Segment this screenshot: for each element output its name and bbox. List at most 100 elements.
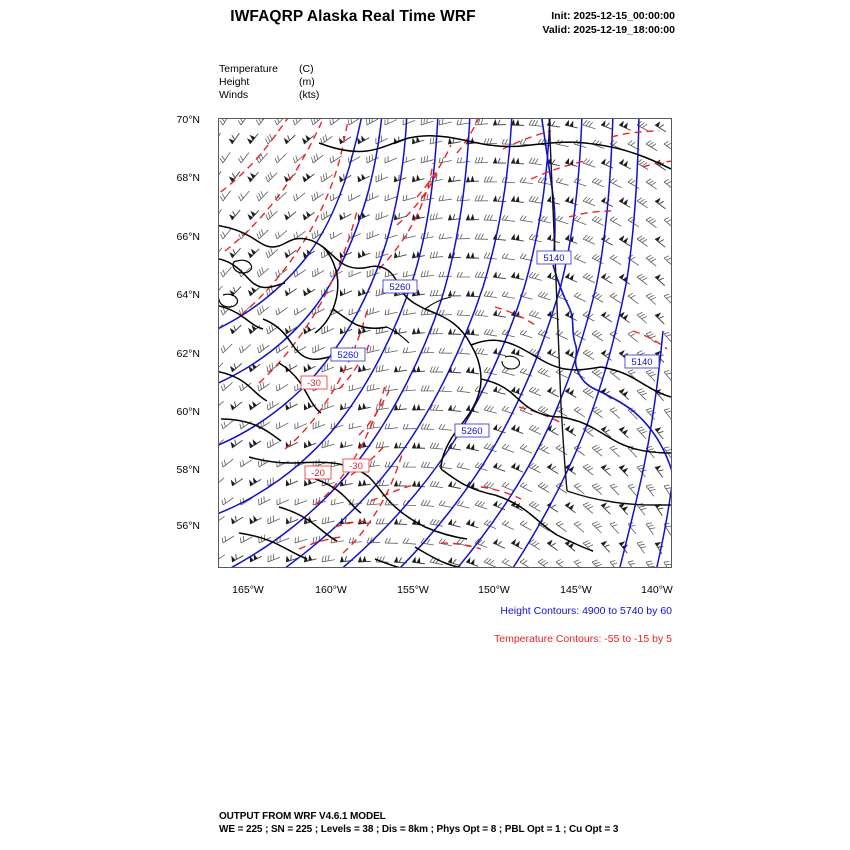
wind-barb xyxy=(273,302,288,316)
wind-barb xyxy=(420,461,435,469)
wind-barb xyxy=(492,156,507,164)
wind-barb xyxy=(627,291,642,305)
wind-barb xyxy=(501,214,516,222)
wind-barb xyxy=(219,473,225,487)
wind-barb xyxy=(318,169,334,183)
wind-barb xyxy=(254,225,269,240)
wind-barb xyxy=(272,119,287,126)
model-footer: OUTPUT FROM WRF V4.6.1 MODEL WE = 225 ; … xyxy=(219,810,618,836)
wind-barb xyxy=(519,214,535,223)
wind-barb xyxy=(546,537,562,552)
wind-barb xyxy=(663,292,671,306)
wind-barb xyxy=(446,173,462,183)
wind-barb xyxy=(609,482,624,496)
wind-barb xyxy=(409,172,426,183)
variable-units: (kts) xyxy=(299,89,320,101)
wind-barb xyxy=(492,270,508,280)
wind-barb xyxy=(519,443,535,454)
wind-barb xyxy=(419,153,434,164)
wind-barb xyxy=(510,537,526,550)
wind-barb xyxy=(419,269,435,278)
forecast-timestamps: Init: 2025-12-15_00:00:00 Valid: 2025-12… xyxy=(500,10,675,37)
wind-barb xyxy=(393,479,408,487)
wind-barb xyxy=(411,403,426,411)
wind-barb xyxy=(418,119,434,126)
wind-barb xyxy=(465,441,481,452)
height-label: 5140 xyxy=(543,253,564,264)
wind-barb xyxy=(255,340,270,354)
wind-barb xyxy=(455,119,471,126)
wind-barb xyxy=(254,263,270,278)
wind-barb xyxy=(256,493,271,506)
wind-barb xyxy=(546,385,562,398)
wind-barb xyxy=(438,347,453,354)
wind-barb xyxy=(219,205,222,221)
wind-barb xyxy=(318,131,333,145)
wind-barb xyxy=(327,119,342,126)
wind-barb xyxy=(456,309,471,316)
wind-barb xyxy=(227,396,243,411)
wind-barb xyxy=(383,306,399,316)
wind-barb xyxy=(636,539,650,554)
wind-barb xyxy=(420,499,435,507)
wind-barb xyxy=(447,250,462,259)
contour-legend: Height Contours: 4900 to 5740 by 60 Temp… xyxy=(300,605,672,645)
wind-barb xyxy=(582,347,598,361)
wind-barb xyxy=(609,215,625,227)
wind-barb xyxy=(219,531,235,544)
wind-barb xyxy=(582,233,598,245)
wind-barb xyxy=(618,424,634,439)
wind-barb xyxy=(402,461,417,468)
wind-barb xyxy=(636,501,650,516)
wind-barb xyxy=(438,423,453,431)
height-contour-lines xyxy=(219,119,671,567)
wind-barb xyxy=(354,170,371,183)
wind-barb xyxy=(591,176,607,188)
wind-barb xyxy=(301,513,317,525)
wind-barb xyxy=(219,282,223,297)
latitude-label: 70°N xyxy=(176,114,200,126)
wind-barb xyxy=(492,537,508,549)
wind-barb xyxy=(654,272,670,287)
wind-barb xyxy=(483,137,498,145)
forecast-map: 5140 5140 5260 5260 xyxy=(218,118,672,568)
map-canvas: 5140 5140 5260 5260 xyxy=(219,119,671,567)
wind-barb xyxy=(645,253,661,267)
wind-barb xyxy=(357,554,372,563)
wind-barb xyxy=(336,208,352,221)
wind-barb xyxy=(609,443,624,458)
wind-barb xyxy=(510,422,526,435)
wind-barb xyxy=(564,270,580,283)
wind-barb xyxy=(528,309,544,320)
wind-barb xyxy=(219,263,232,278)
wind-barb xyxy=(582,271,598,284)
wind-barb xyxy=(292,495,308,506)
wind-barb xyxy=(447,289,462,297)
wind-barb xyxy=(299,207,316,221)
wind-barb xyxy=(226,243,242,259)
wind-barb xyxy=(573,329,589,341)
wind-barb xyxy=(618,119,634,131)
wind-barb xyxy=(283,474,299,487)
longitude-label: 165°W xyxy=(232,584,264,596)
wind-barb xyxy=(573,481,588,495)
wind-barb xyxy=(510,270,526,281)
longitude-label: 140°W xyxy=(641,584,673,596)
wind-barb xyxy=(438,309,453,316)
wind-barb xyxy=(654,195,670,210)
wind-barb xyxy=(600,271,616,285)
wind-barb xyxy=(265,513,281,525)
wind-barb xyxy=(373,171,389,183)
wind-barb xyxy=(564,423,580,437)
variable-key-row: Height (m) xyxy=(219,76,319,89)
wind-barb xyxy=(474,499,490,510)
wind-barb xyxy=(319,323,335,335)
wind-barb xyxy=(555,214,571,225)
wind-barb xyxy=(663,253,671,268)
wind-barb xyxy=(309,188,325,202)
wind-barb xyxy=(564,232,580,244)
wind-barb xyxy=(618,195,634,208)
wind-barb xyxy=(474,194,489,202)
wind-barb xyxy=(283,513,299,525)
